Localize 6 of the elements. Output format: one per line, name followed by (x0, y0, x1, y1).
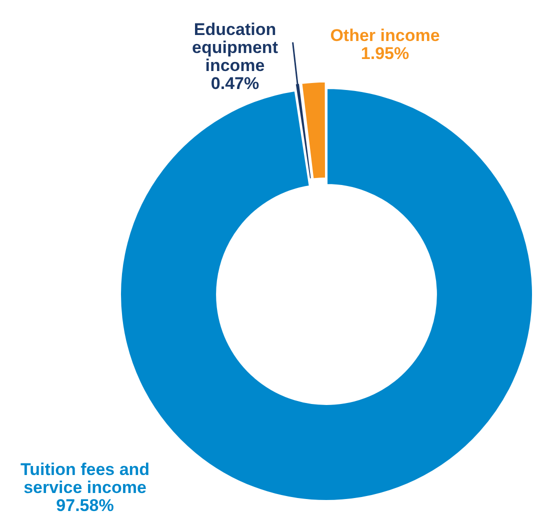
data-label: 1.95% (360, 44, 410, 64)
slice-label: Tuition fees and service income (20, 460, 150, 498)
data-label: 0.47% (210, 74, 260, 94)
slice-label: Other income (330, 26, 440, 46)
data-label: 97.58% (56, 496, 114, 516)
slice-label: Education equipment income (192, 20, 278, 76)
